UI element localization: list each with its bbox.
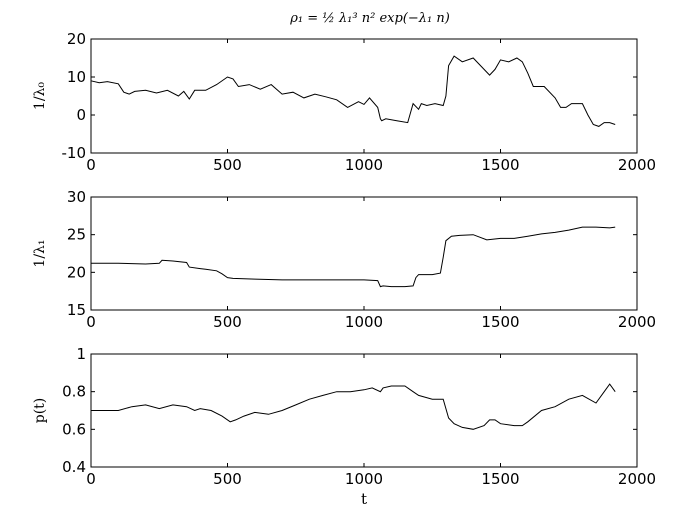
x-axis-label: t: [361, 490, 367, 508]
y-tick-label: 0.4: [62, 458, 86, 476]
y-tick-label: 15: [67, 301, 86, 319]
x-tick-label: 500: [213, 156, 242, 174]
panel-1-series-line: [90, 55, 616, 127]
x-tick-label: 1500: [481, 313, 519, 331]
y-axis-label: 1/λ₁: [32, 239, 48, 267]
y-tick-label: 0: [76, 106, 86, 124]
x-tick-label: 1500: [481, 156, 519, 174]
x-tick-label: 0: [86, 313, 96, 331]
x-tick-label: 2000: [618, 313, 656, 331]
y-tick-label: 1: [76, 345, 86, 363]
panel-2-series-line: [91, 226, 616, 288]
x-tick-label: 1000: [345, 156, 383, 174]
panel-2: 0 500 1000 1500 2000 15 20 25 30 1/λ₁: [32, 188, 656, 331]
x-tick-label: 2000: [618, 156, 656, 174]
y-tick-label: 20: [67, 263, 86, 281]
x-tick-label: 500: [213, 470, 242, 488]
x-tick-label: 0: [86, 156, 96, 174]
y-tick-label: 10: [67, 68, 86, 86]
panel-3-series-line: [91, 383, 616, 430]
y-tick-label: 0.8: [62, 383, 86, 401]
y-tick-label: -10: [62, 144, 87, 162]
x-tick-label: 2000: [618, 470, 656, 488]
x-tick-label: 1000: [345, 470, 383, 488]
y-axis-label: p(t): [32, 398, 48, 424]
y-tick-label: 30: [67, 188, 86, 206]
y-tick-label: 0.6: [62, 420, 86, 438]
x-tick-label: 500: [213, 313, 242, 331]
x-tick-label: 0: [86, 470, 96, 488]
x-tick-label: 1500: [481, 470, 519, 488]
y-axis-label: 1/λ₀: [32, 82, 48, 110]
plot-frame: [90, 38, 638, 154]
chart-title: ρ₁ = ½ λ₁³ n² exp(−λ₁ n): [289, 11, 450, 26]
panel-3: 0 500 1000 1500 2000 0.4 0.6 0.8 1 p(t) t: [32, 345, 656, 508]
plot-frame: [90, 353, 638, 468]
y-tick-label: 20: [67, 30, 86, 48]
plot-frame: [90, 196, 638, 311]
x-tick-label: 1000: [345, 313, 383, 331]
y-tick-label: 25: [67, 226, 86, 244]
